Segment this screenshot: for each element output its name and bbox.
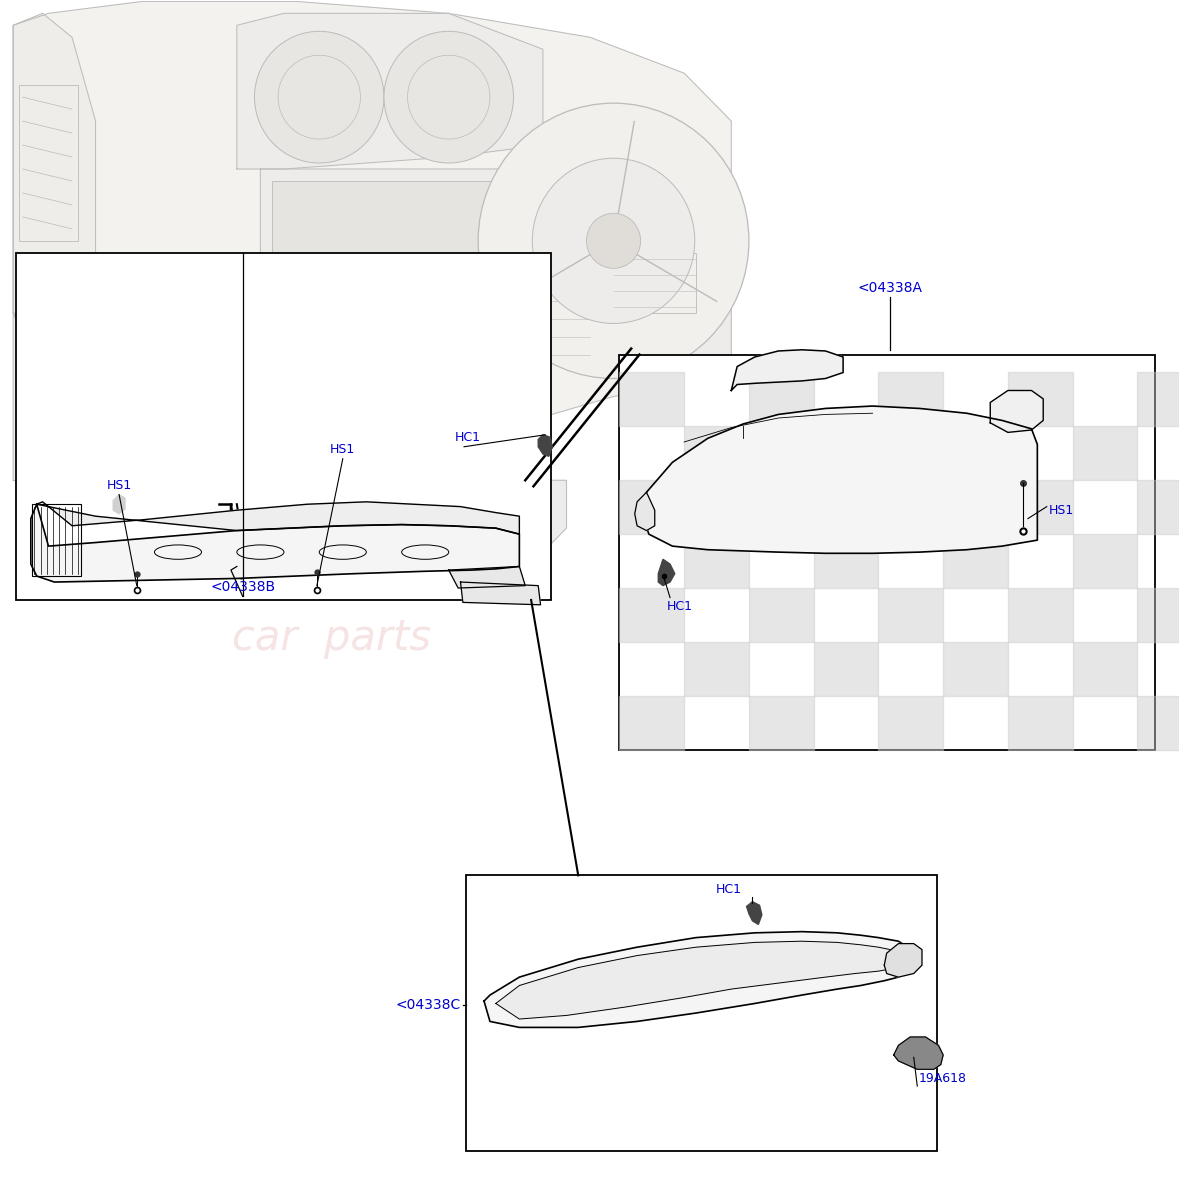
- Circle shape: [432, 280, 451, 299]
- Polygon shape: [37, 502, 519, 534]
- Circle shape: [401, 462, 448, 510]
- Bar: [878, 372, 943, 426]
- Polygon shape: [237, 13, 543, 169]
- Bar: [19, 85, 78, 241]
- Bar: [878, 696, 943, 750]
- Bar: [943, 426, 1008, 480]
- Bar: [32, 504, 81, 576]
- Polygon shape: [460, 582, 540, 605]
- Bar: [749, 588, 814, 642]
- Polygon shape: [484, 931, 910, 1027]
- Bar: [814, 642, 878, 696]
- Bar: [620, 588, 684, 642]
- Bar: [878, 588, 943, 642]
- Polygon shape: [658, 559, 675, 586]
- Bar: [620, 354, 1155, 750]
- Polygon shape: [332, 480, 566, 564]
- Bar: [1073, 642, 1138, 696]
- Text: HS1: HS1: [330, 443, 355, 456]
- Text: HS1: HS1: [1049, 504, 1074, 517]
- Bar: [273, 181, 507, 253]
- Text: <04338A: <04338A: [858, 281, 923, 295]
- Bar: [1008, 480, 1073, 534]
- Bar: [1073, 426, 1138, 480]
- Bar: [684, 642, 749, 696]
- Text: <04338B: <04338B: [210, 580, 275, 594]
- Text: scuderia: scuderia: [153, 517, 509, 599]
- Polygon shape: [13, 1, 732, 504]
- Bar: [814, 534, 878, 588]
- Polygon shape: [448, 566, 525, 588]
- Polygon shape: [496, 941, 902, 1019]
- Text: HS1: HS1: [106, 479, 132, 492]
- Polygon shape: [893, 1037, 943, 1069]
- Bar: [332, 372, 519, 480]
- Text: car  parts: car parts: [231, 617, 431, 659]
- Polygon shape: [643, 406, 1037, 553]
- Bar: [1138, 588, 1180, 642]
- Polygon shape: [261, 169, 614, 360]
- Bar: [620, 480, 684, 534]
- Circle shape: [478, 103, 749, 378]
- Bar: [1008, 696, 1073, 750]
- Bar: [943, 534, 1008, 588]
- Bar: [273, 265, 507, 313]
- Bar: [749, 696, 814, 750]
- Text: HC1: HC1: [716, 883, 742, 895]
- Bar: [466, 875, 937, 1151]
- Bar: [749, 480, 814, 534]
- Text: 19A618: 19A618: [919, 1072, 968, 1085]
- Polygon shape: [732, 349, 843, 390]
- Polygon shape: [884, 943, 922, 977]
- Bar: [620, 372, 684, 426]
- Polygon shape: [635, 492, 655, 530]
- Polygon shape: [13, 313, 249, 516]
- Polygon shape: [31, 504, 519, 582]
- Bar: [1138, 480, 1180, 534]
- Circle shape: [255, 31, 384, 163]
- Bar: [614, 253, 696, 313]
- Circle shape: [486, 280, 505, 299]
- Circle shape: [269, 280, 288, 299]
- Bar: [684, 534, 749, 588]
- Polygon shape: [538, 434, 552, 456]
- Circle shape: [378, 280, 396, 299]
- Polygon shape: [747, 901, 762, 924]
- Text: HC1: HC1: [667, 600, 693, 613]
- Circle shape: [384, 31, 513, 163]
- Polygon shape: [590, 157, 732, 396]
- Bar: [684, 426, 749, 480]
- Circle shape: [282, 311, 334, 362]
- Bar: [1008, 372, 1073, 426]
- Bar: [814, 426, 878, 480]
- Polygon shape: [990, 390, 1043, 432]
- Polygon shape: [13, 13, 96, 384]
- Bar: [878, 480, 943, 534]
- Text: HC1: HC1: [454, 431, 480, 444]
- Bar: [1138, 372, 1180, 426]
- Circle shape: [446, 311, 498, 362]
- Circle shape: [586, 214, 641, 269]
- Circle shape: [532, 158, 695, 324]
- Bar: [1008, 588, 1073, 642]
- Bar: [519, 289, 590, 360]
- Circle shape: [323, 280, 342, 299]
- Bar: [1073, 534, 1138, 588]
- Text: <04338C: <04338C: [395, 997, 460, 1012]
- Polygon shape: [113, 494, 125, 514]
- Bar: [943, 642, 1008, 696]
- Bar: [620, 696, 684, 750]
- Bar: [1138, 696, 1180, 750]
- Bar: [15, 253, 551, 600]
- Bar: [749, 372, 814, 426]
